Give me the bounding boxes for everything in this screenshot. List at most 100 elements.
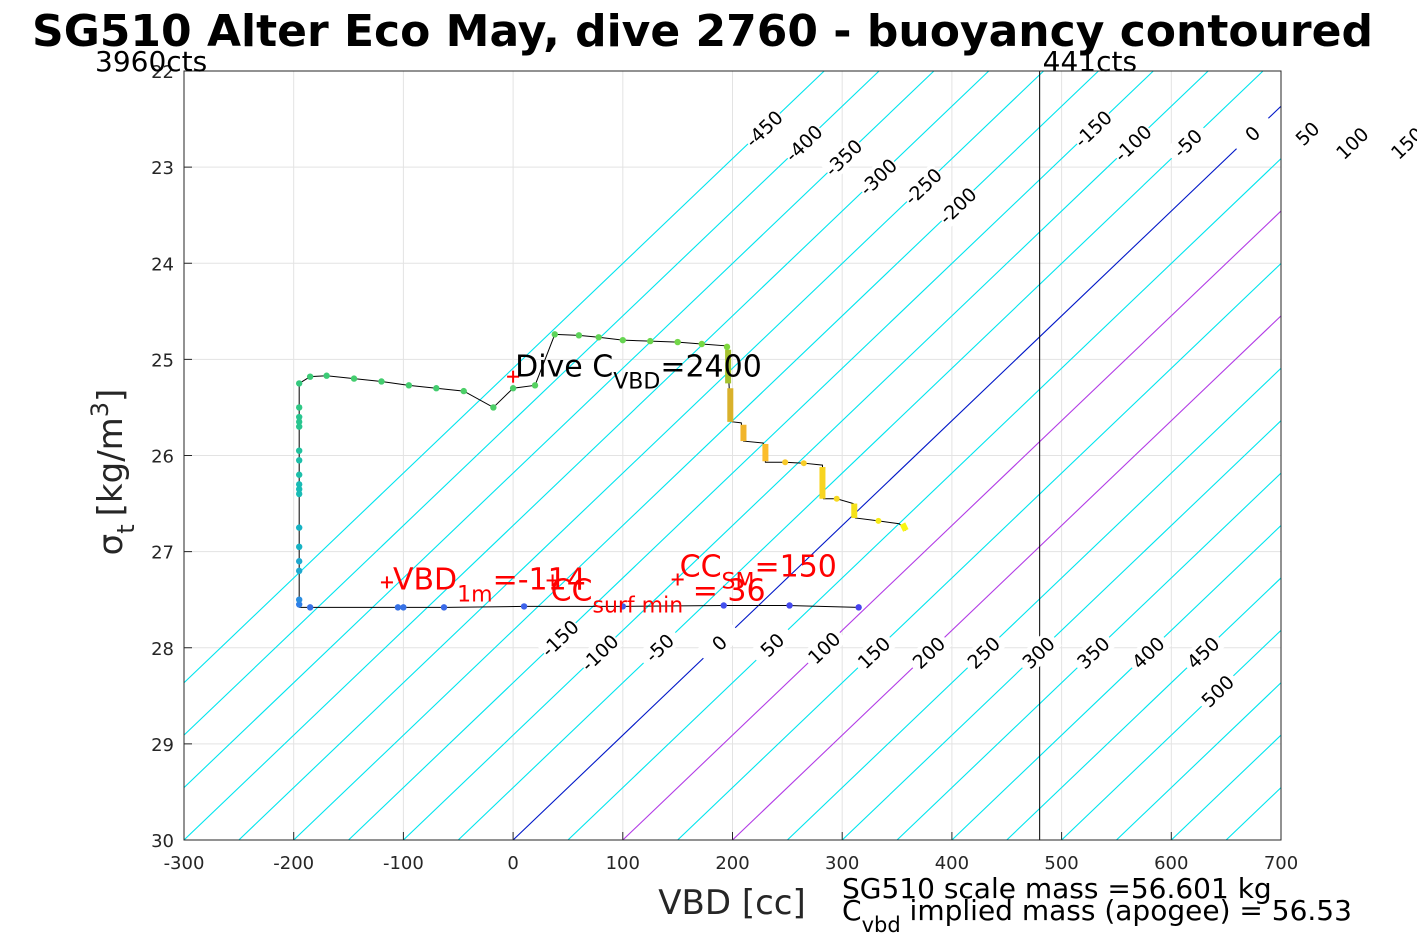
contour-label-bg <box>1124 629 1172 676</box>
contour-label-bg <box>934 182 982 229</box>
x-tick-label: -200 <box>273 853 314 874</box>
annotation-value: =2400 <box>660 350 761 385</box>
y-tick-label: 30 <box>151 831 174 852</box>
y-tick-label: 26 <box>151 447 174 468</box>
y-tick-label: 24 <box>151 254 174 275</box>
contour-line <box>512 105 1281 840</box>
annotation-sub: 1m <box>457 582 492 607</box>
contour-label-bg <box>1383 119 1417 167</box>
contour-line <box>184 71 990 840</box>
left-count-label: 3960cts <box>95 45 207 78</box>
y-tick-label: 25 <box>151 350 174 371</box>
contour-label-bg <box>536 614 584 662</box>
contour-label-bg <box>850 629 898 676</box>
footnote-implied-text: implied mass (apogee) = 56.53 <box>901 894 1352 927</box>
contour-line <box>896 472 1281 840</box>
annotation-main: CC <box>551 573 593 608</box>
contour-label: -100 <box>1110 121 1156 167</box>
annotation-main: VBD <box>393 562 457 597</box>
sample-point <box>295 543 303 551</box>
contour-label: -150 <box>537 616 583 662</box>
x-axis-ticks: -300 -200 -100 0 100 200 300 400 500 600 700 <box>164 832 1298 874</box>
sample-point <box>698 340 705 348</box>
x-tick-label: -300 <box>164 853 205 874</box>
contour-label-bg <box>1164 119 1212 167</box>
contour-label: -250 <box>900 164 946 210</box>
annotation-main: Dive C <box>515 350 613 385</box>
contour-label: -200 <box>935 183 981 229</box>
annotation-value: =150 <box>755 550 837 585</box>
sample-point <box>595 334 602 341</box>
y-tick-label: 29 <box>151 735 174 756</box>
contour-label: -400 <box>781 121 827 167</box>
sample-point <box>323 372 330 379</box>
sample-point <box>295 567 303 575</box>
contour-label-bg <box>780 119 828 167</box>
annotation-label: VBD1m=-114 <box>393 562 586 607</box>
sample-point <box>490 404 497 411</box>
contour-line <box>951 524 1281 840</box>
annotation-main: CC <box>680 550 722 585</box>
contour-label-bg <box>899 163 947 210</box>
footnote-vbd-sub: vbd <box>862 913 901 937</box>
buoyancy-contours <box>184 71 1281 840</box>
x-tick-label: 700 <box>1264 853 1298 874</box>
contour-line <box>348 71 1154 840</box>
contour-label-bg <box>1228 110 1276 157</box>
contour-line <box>457 71 1264 840</box>
x-tick-label: 400 <box>935 853 969 874</box>
contour-label-bg <box>905 629 953 676</box>
contour-line <box>1006 577 1281 840</box>
contour-label-bg <box>1179 629 1227 676</box>
contour-label-bg <box>1283 110 1331 157</box>
contour-label: -150 <box>1070 107 1116 153</box>
contour-line <box>622 210 1281 840</box>
y-tick-label: 28 <box>151 639 174 660</box>
sample-point <box>295 485 303 493</box>
y-axis-sub: t <box>112 524 140 533</box>
x-tick-label: 0 <box>507 853 518 874</box>
contour-label-bg <box>1069 105 1117 152</box>
y-tick-label: 23 <box>151 158 174 179</box>
contour-line <box>184 71 880 736</box>
contour-label-bg <box>635 624 683 671</box>
x-tick-label: 500 <box>1044 853 1078 874</box>
sample-point <box>295 413 303 421</box>
x-axis-label: VBD [cc] <box>658 883 806 923</box>
sample-point <box>295 524 303 531</box>
sample-point <box>647 337 654 345</box>
x-tick-label: -100 <box>383 853 424 874</box>
contour-label-bg <box>576 629 624 676</box>
sample-point <box>295 596 303 603</box>
dense-samples <box>899 522 909 532</box>
contour-line <box>1061 629 1281 840</box>
sample-point <box>295 404 303 411</box>
contour-label-bg <box>740 105 788 152</box>
sample-point <box>378 378 385 385</box>
sample-point <box>786 602 793 609</box>
contour-line <box>1116 682 1281 840</box>
contour-label-bg <box>695 619 743 667</box>
contour-label-bg <box>1194 667 1242 715</box>
x-tick-label: 300 <box>825 853 859 874</box>
annotation-sub: SM <box>722 570 755 595</box>
sample-point <box>520 603 528 610</box>
sample-point <box>295 481 303 488</box>
sample-point <box>551 331 558 338</box>
dive-profile <box>295 331 909 611</box>
sample-point <box>619 336 626 344</box>
y-tick-label: 27 <box>151 543 174 564</box>
x-tick-label: 100 <box>606 853 640 874</box>
sample-point <box>295 471 303 478</box>
sample-point <box>433 385 440 392</box>
grid-lines <box>183 70 1282 841</box>
sample-point <box>575 332 583 339</box>
annotation-label: CCsurf min = 36 <box>551 573 766 618</box>
sample-point <box>295 423 303 430</box>
contour-label-bg <box>1109 119 1157 167</box>
y-tick-label: 22 <box>151 62 174 83</box>
annotation-value: = 36 <box>683 573 765 608</box>
annotation-value: =-114 <box>493 562 586 597</box>
